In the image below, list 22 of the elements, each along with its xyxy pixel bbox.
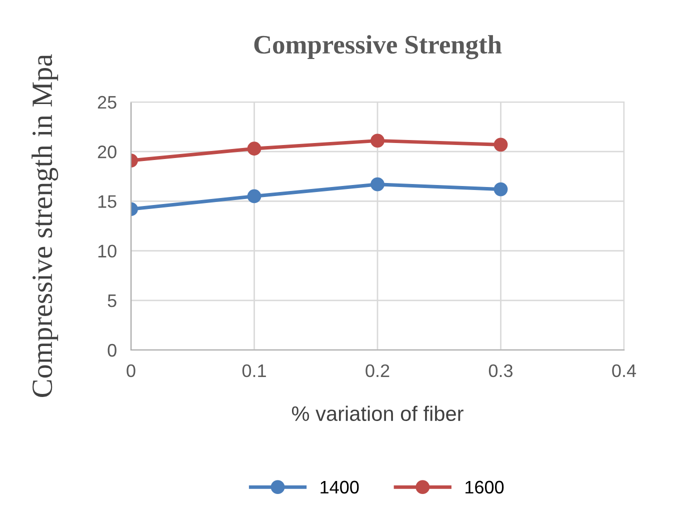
- y-tick-label: 20: [98, 146, 116, 158]
- x-tick-label: 0.2: [366, 364, 390, 378]
- y-tick-label: 25: [98, 96, 116, 109]
- y-tick-label: 15: [98, 195, 116, 208]
- point: [494, 138, 508, 152]
- y-axis-title: Compressive strength in Mpa: [32, 54, 58, 397]
- legend-label: 1400: [320, 480, 359, 494]
- chart-title: Compressive Strength: [254, 35, 502, 60]
- x-tick-label: 0.3: [488, 364, 513, 378]
- y-tick-label: 10: [98, 244, 116, 258]
- x-axis-title: % variation of fiber: [292, 406, 464, 422]
- y-tick-label: 0: [108, 344, 116, 357]
- point: [370, 134, 384, 148]
- x-tick-label: 0.1: [242, 364, 266, 378]
- point: [247, 189, 262, 204]
- y-tick-label: 5: [108, 294, 116, 308]
- x-tick-label: 0.4: [612, 364, 636, 378]
- legend-label: 1600: [466, 480, 504, 494]
- point: [370, 177, 384, 192]
- x-tick-label: 0: [126, 364, 136, 378]
- point: [494, 182, 508, 196]
- point: [247, 142, 262, 156]
